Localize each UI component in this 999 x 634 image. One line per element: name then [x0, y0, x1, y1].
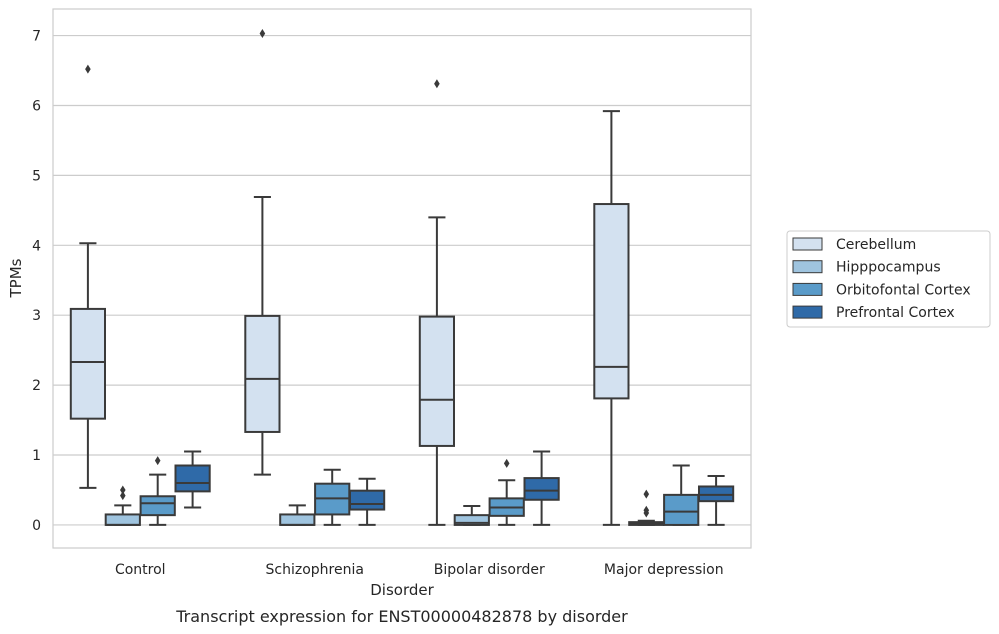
box-prefrontal-cortex-schizophrenia [348, 477, 386, 526]
box-hipppocampus-bipolar-disorder [453, 505, 490, 526]
box-prefrontal-cortex-control [174, 450, 211, 509]
outlier-point [120, 485, 126, 495]
box-cerebellum-major-depression [593, 110, 630, 526]
legend-label: Prefrontal Cortex [836, 305, 955, 321]
outlier-point [85, 64, 91, 74]
x-tick-label: Major depression [604, 562, 724, 578]
box-body [348, 489, 386, 511]
box-body [139, 495, 176, 517]
box-hipppocampus-major-depression [628, 489, 665, 526]
box-body [453, 514, 490, 526]
legend-swatch [792, 260, 823, 274]
box-body [593, 203, 630, 400]
y-tick-label: 4 [32, 238, 41, 254]
legend: Cerebellum Hipppocampus Orbitofontal Corte… [786, 230, 991, 328]
box-body [174, 464, 211, 493]
x-tick-label: Control [115, 562, 166, 578]
boxes [69, 28, 735, 526]
legend-label: Orbitofontal Cortex [836, 282, 971, 298]
legend-label: Cerebellum [836, 237, 916, 253]
y-tick-label: 3 [32, 308, 41, 324]
legend-frame [786, 230, 991, 328]
y-tick-label: 1 [32, 448, 41, 464]
chart-caption: Transcript expression for ENST0000048287… [175, 607, 628, 626]
box-body [279, 513, 316, 526]
box-cerebellum-bipolar-disorder [418, 79, 456, 526]
x-axis-ticks: Control Schizophrenia Bipolar disorder Majo… [115, 562, 724, 578]
y-tick-label: 6 [32, 98, 41, 114]
legend-swatch [792, 305, 823, 319]
outlier-point [643, 505, 650, 515]
y-axis-ticks: 0 1 2 3 4 5 6 7 [32, 29, 41, 534]
y-tick-label: 0 [32, 518, 41, 534]
gridlines [53, 34, 751, 526]
legend-swatch [792, 237, 823, 251]
box-hipppocampus-control [104, 485, 141, 526]
box-orbitofontal-cortex-schizophrenia [314, 468, 351, 526]
outlier-point [154, 456, 161, 466]
box-body [663, 493, 700, 526]
box-body [523, 477, 560, 501]
box-orbitofontal-cortex-control [139, 456, 176, 526]
box-body [418, 315, 456, 447]
x-tick-label: Bipolar disorder [434, 562, 545, 578]
x-tick-label: Schizophrenia [266, 562, 364, 578]
y-axis-label: TPMs [7, 258, 25, 298]
y-tick-label: 7 [32, 29, 41, 45]
box-hipppocampus-schizophrenia [279, 504, 316, 526]
outlier-point [643, 489, 650, 499]
x-axis-label: Disorder [370, 581, 434, 599]
plot-frame [52, 8, 752, 549]
box-body [697, 485, 735, 503]
outlier-point [434, 79, 440, 89]
box-body [104, 513, 141, 526]
box-cerebellum-schizophrenia [244, 28, 281, 476]
outlier-point [120, 491, 126, 501]
legend-swatch [792, 282, 823, 296]
outlier-point [503, 458, 510, 468]
outlier-point [259, 28, 266, 38]
box-prefrontal-cortex-major-depression [697, 474, 735, 526]
box-orbitofontal-cortex-major-depression [663, 464, 700, 526]
box-body [244, 314, 281, 433]
box-orbitofontal-cortex-bipolar-disorder [488, 458, 525, 526]
legend-label: Hipppocampus [836, 260, 941, 276]
y-tick-label: 5 [32, 168, 41, 184]
y-tick-label: 2 [32, 378, 41, 394]
box-body [69, 307, 107, 420]
box-cerebellum-control [69, 64, 107, 489]
box-prefrontal-cortex-bipolar-disorder [523, 450, 560, 526]
